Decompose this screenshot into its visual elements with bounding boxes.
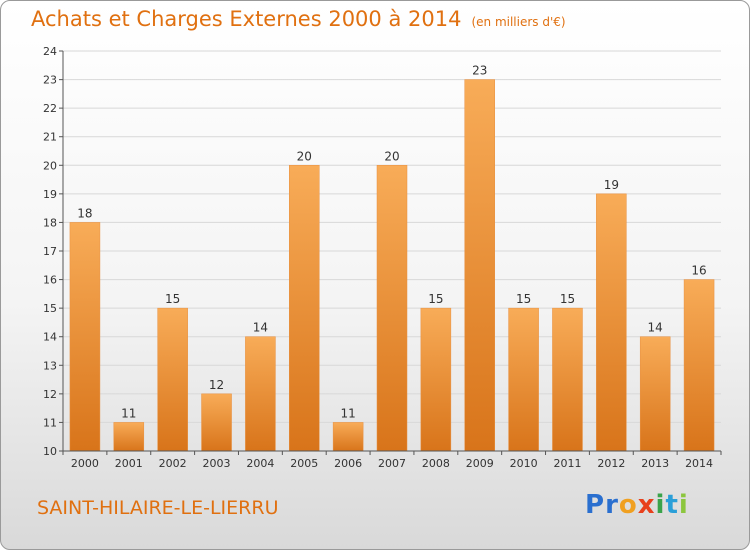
x-tick-label-2012: 2012 (597, 457, 625, 470)
x-tick-label-2010: 2010 (510, 457, 538, 470)
y-tick-label: 11 (43, 416, 57, 429)
logo-letter: i (678, 490, 689, 520)
data-label-2008: 15 (428, 292, 443, 306)
x-tick-label-2007: 2007 (378, 457, 406, 470)
y-tick-label: 22 (43, 102, 57, 115)
data-label-2001: 11 (121, 406, 136, 420)
bar-2003 (201, 393, 232, 452)
bar-2004 (245, 336, 276, 452)
logo-letter: r (605, 490, 619, 520)
x-tick-label-2002: 2002 (159, 457, 187, 470)
y-tick-label: 10 (43, 445, 57, 458)
x-tick-label-2001: 2001 (115, 457, 143, 470)
x-tick-label-2009: 2009 (466, 457, 494, 470)
y-tick-label: 15 (43, 302, 57, 315)
chart-subtitle: (en milliers d'€) (471, 15, 566, 29)
logo-letter: i (655, 490, 666, 520)
x-tick-label-2013: 2013 (641, 457, 669, 470)
bar-2001 (113, 422, 145, 452)
logo-letter: o (618, 490, 638, 520)
x-tick-label-2008: 2008 (422, 457, 450, 470)
data-label-2005: 20 (297, 149, 312, 163)
bar-2005 (289, 165, 320, 452)
data-label-2011: 15 (560, 292, 575, 306)
data-label-2003: 12 (209, 378, 224, 392)
bar-2000 (69, 222, 101, 452)
bar-2009 (464, 79, 495, 452)
y-tick-label: 12 (43, 388, 57, 401)
data-label-2002: 15 (165, 292, 180, 306)
x-tick-label-2004: 2004 (246, 457, 274, 470)
y-tick-label: 20 (43, 159, 57, 172)
bars: 18 11 15 12 14 20 11 20 15 23 15 15 19 14 16 (69, 64, 715, 452)
bar-2007 (376, 165, 408, 452)
bar-2012 (596, 193, 627, 452)
logo-letter: P (585, 490, 606, 520)
data-label-2000: 18 (77, 206, 92, 220)
data-label-2006: 11 (340, 406, 355, 420)
commune-name: SAINT-HILAIRE-LE-LIERRU (37, 497, 279, 519)
bar-2006 (332, 422, 364, 452)
x-tick-label-2014: 2014 (685, 457, 713, 470)
bar-2013 (639, 336, 671, 452)
data-label-2007: 20 (384, 149, 399, 163)
axes: 10 11 12 13 14 15 16 17 18 19 20 21 22 23 24 2000 2001 20… (43, 45, 722, 470)
logo-letter: t (665, 490, 679, 520)
data-label-2009: 23 (472, 64, 487, 78)
bar-2010 (508, 307, 539, 452)
proxiti-logo[interactable]: Proxiti (585, 490, 689, 520)
y-tick-label: 18 (43, 216, 57, 229)
x-tick-label-2005: 2005 (290, 457, 318, 470)
bar-2014 (683, 279, 715, 452)
bar-2008 (420, 307, 452, 452)
x-tick-label-2003: 2003 (203, 457, 231, 470)
data-label-2013: 14 (648, 321, 663, 335)
y-tick-label: 21 (43, 131, 57, 144)
chart-title-text: Achats et Charges Externes 2000 à 2014 (31, 7, 462, 31)
y-tick-label: 14 (43, 331, 57, 344)
data-label-2010: 15 (516, 292, 531, 306)
bar-2002 (157, 307, 188, 452)
x-tick-label-2000: 2000 (71, 457, 99, 470)
y-tick-label: 16 (43, 274, 57, 287)
data-label-2012: 19 (604, 178, 619, 192)
data-label-2004: 14 (253, 321, 268, 335)
data-label-2014: 16 (691, 264, 706, 278)
x-tick-label-2011: 2011 (553, 457, 581, 470)
y-tick-label: 24 (43, 45, 57, 58)
y-tick-label: 13 (43, 359, 57, 372)
y-tick-label: 17 (43, 245, 57, 258)
y-tick-label: 23 (43, 74, 57, 87)
bar-2011 (552, 307, 583, 452)
logo-letter: x (637, 490, 656, 520)
y-tick-label: 19 (43, 188, 57, 201)
chart-title: Achats et Charges Externes 2000 à 2014 (e… (31, 7, 566, 31)
x-tick-label-2006: 2006 (334, 457, 362, 470)
